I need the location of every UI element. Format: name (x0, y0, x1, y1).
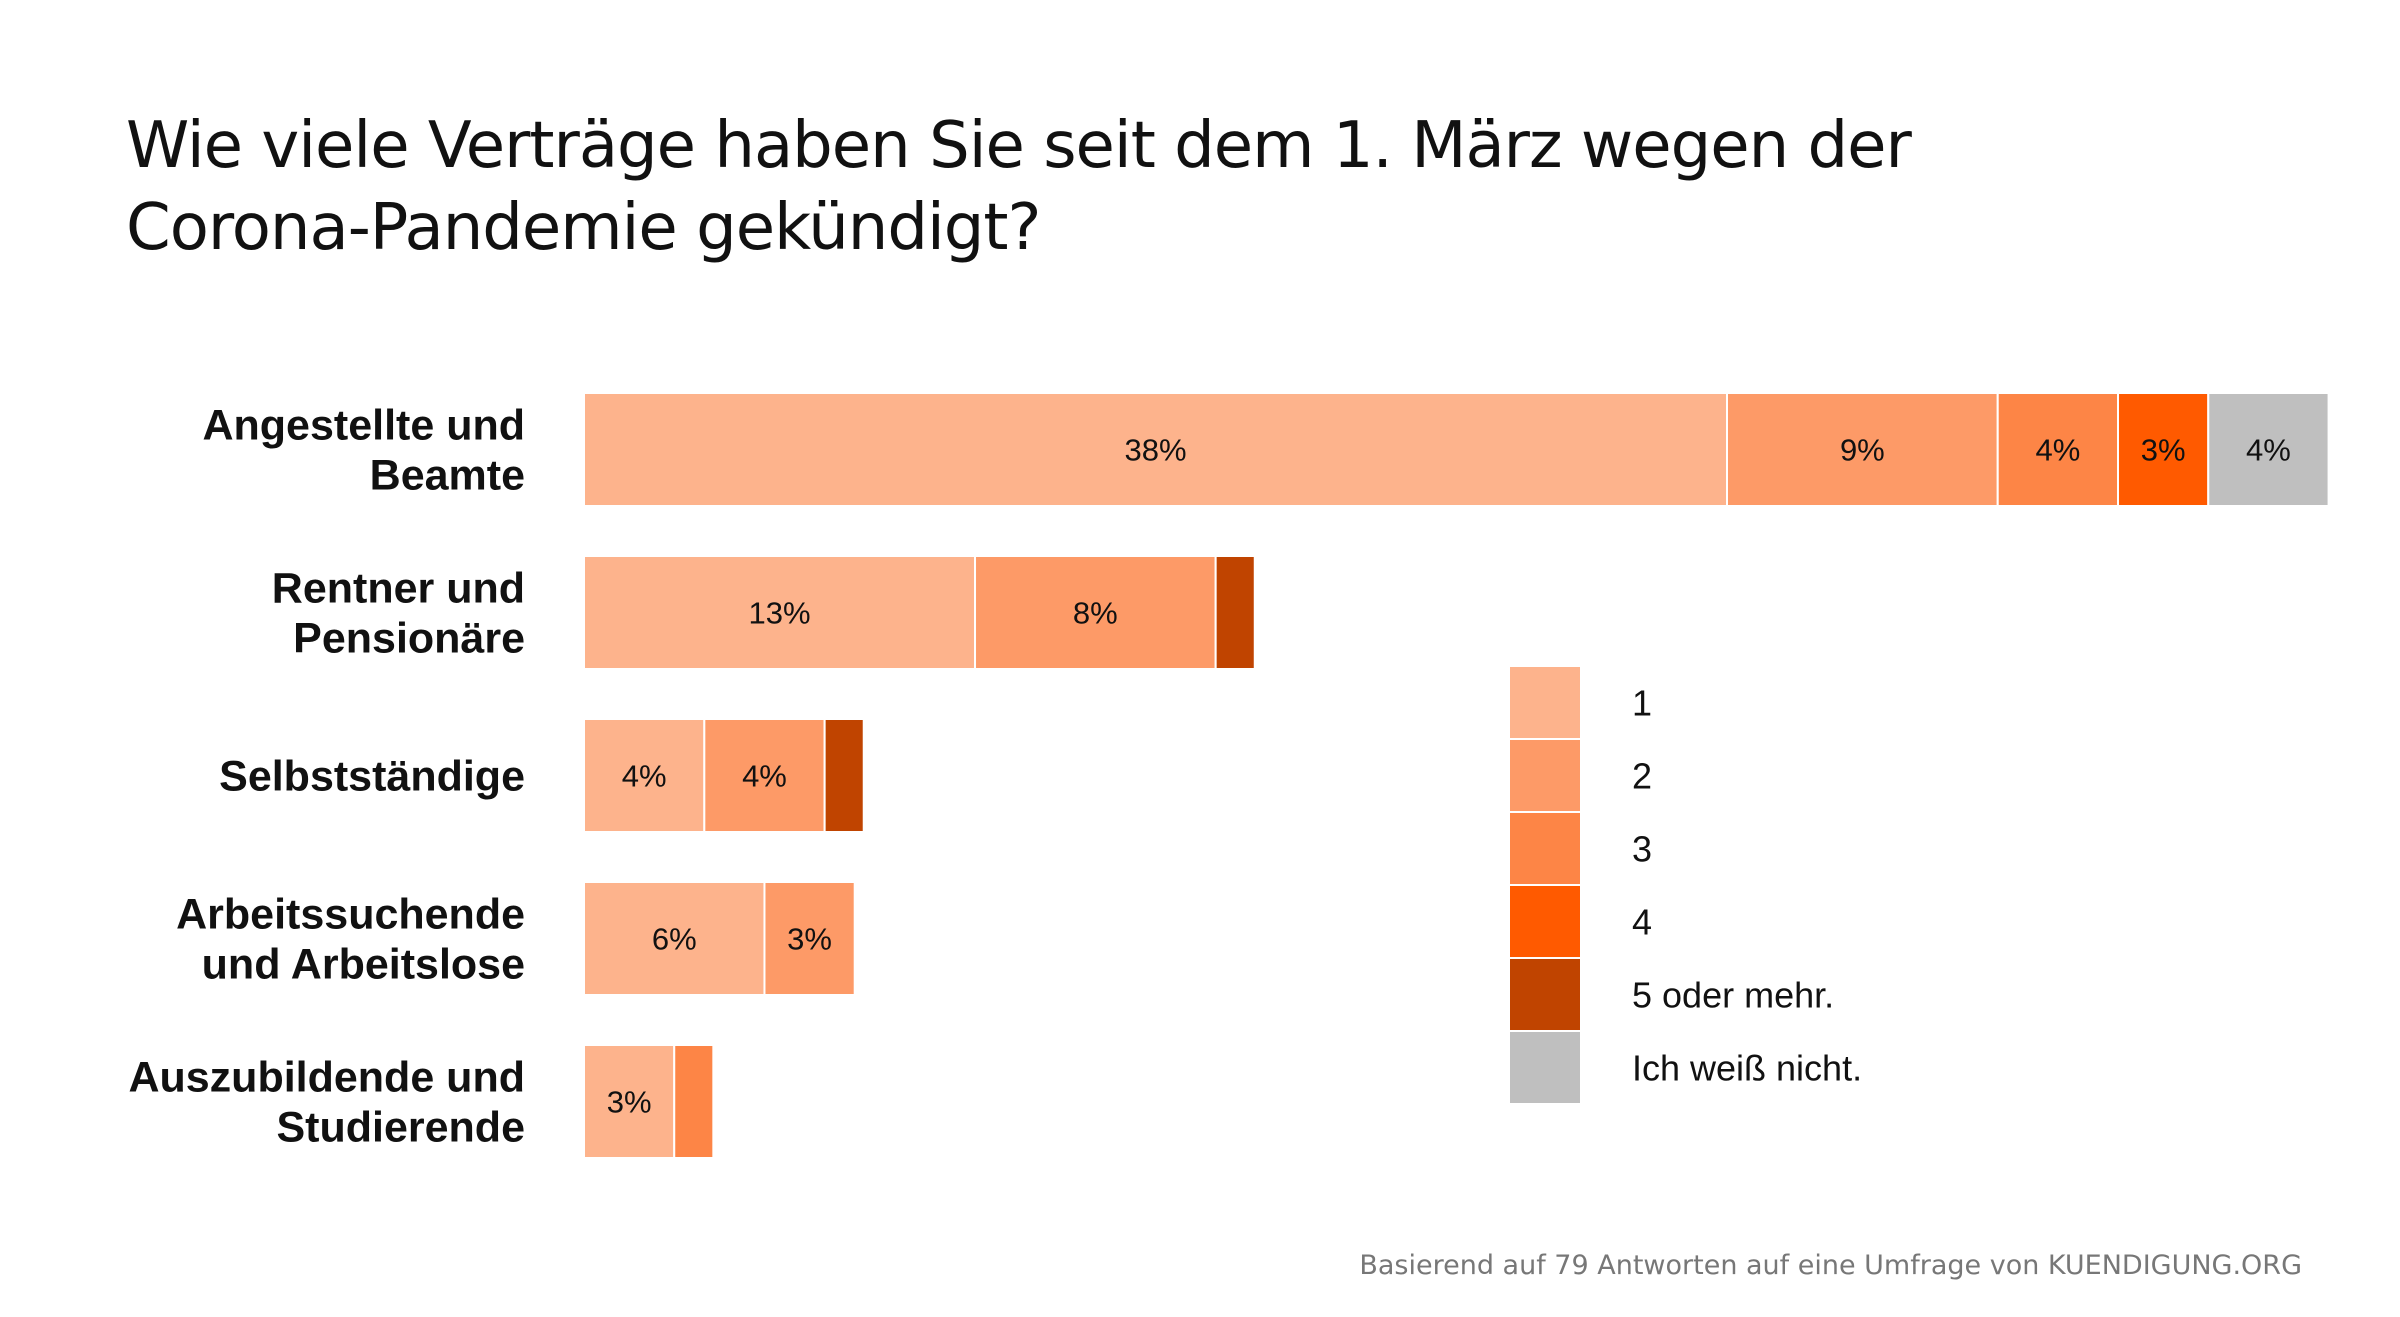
legend-swatch (1510, 667, 1580, 738)
category-label: und Arbeitslose (202, 941, 525, 989)
bar-segment (1214, 555, 1256, 670)
bars (583, 392, 2330, 1159)
source-note: Basierend auf 79 Antworten auf eine Umfr… (1359, 1250, 2302, 1281)
category-label: Selbstständige (219, 753, 525, 801)
category-label: Auszubildende und (128, 1054, 525, 1102)
bar-value-label: 9% (1840, 433, 1885, 468)
bar-segment (583, 881, 766, 996)
legend-label: 3 (1632, 829, 1652, 870)
bar-segment (583, 555, 977, 670)
chart-title-line-2: Corona-Pandemie gekündigt? (126, 191, 1041, 265)
bar-value-label: 8% (1073, 596, 1118, 631)
bar-value-label: 3% (2141, 433, 2186, 468)
bar-segment (2117, 392, 2210, 507)
category-label: Arbeitssuchende (176, 891, 525, 939)
bar-value-label: 4% (622, 759, 667, 794)
bar-value-label: 4% (742, 759, 787, 794)
bar-value-label: 4% (2246, 433, 2291, 468)
category-label: Pensionäre (293, 615, 525, 663)
legend-swatch (1510, 740, 1580, 811)
legend-label: 1 (1632, 683, 1652, 724)
legend-swatch (1510, 1032, 1580, 1103)
legend-swatch (1510, 813, 1580, 884)
legend-swatch (1510, 886, 1580, 957)
bar-segment (703, 718, 826, 833)
bar-value-label: 4% (2035, 433, 2080, 468)
legend-label: Ich weiß nicht. (1632, 1048, 1862, 1089)
chart-title-line-1: Wie viele Verträge haben Sie seit dem 1.… (126, 109, 1912, 183)
bar-value-label: 3% (607, 1085, 652, 1120)
bar-data-labels: 38% 9% 4% 3% 4% 13% 8% 4% 4% 6% 3% 3% (607, 433, 2291, 1120)
bar-segment (583, 392, 1728, 507)
legend-swatch (1510, 959, 1580, 1030)
category-label: Beamte (370, 452, 525, 500)
bar-segment (583, 718, 706, 833)
bar-value-label: 6% (652, 922, 697, 957)
chart-title: Wie viele Verträge haben Sie seit dem 1.… (126, 105, 2026, 269)
bar-segment (763, 881, 856, 996)
bar-value-label: 38% (1124, 433, 1186, 468)
bar-segment (823, 718, 865, 833)
category-label: Rentner und (272, 565, 525, 613)
legend-label: 5 oder mehr. (1632, 975, 1834, 1016)
bar-value-label: 3% (787, 922, 832, 957)
legend-label: 2 (1632, 756, 1652, 797)
category-label: Angestellte und (202, 402, 525, 450)
bar-segment (2207, 392, 2330, 507)
bar-segment (583, 1044, 676, 1159)
bar-value-label: 13% (748, 596, 810, 631)
legend: 1 2 3 4 5 oder mehr. Ich weiß nicht. (1510, 667, 1862, 1103)
legend-label: 4 (1632, 902, 1652, 943)
bar-segment (673, 1044, 715, 1159)
category-label: Studierende (277, 1104, 526, 1152)
bar-segment (974, 555, 1217, 670)
